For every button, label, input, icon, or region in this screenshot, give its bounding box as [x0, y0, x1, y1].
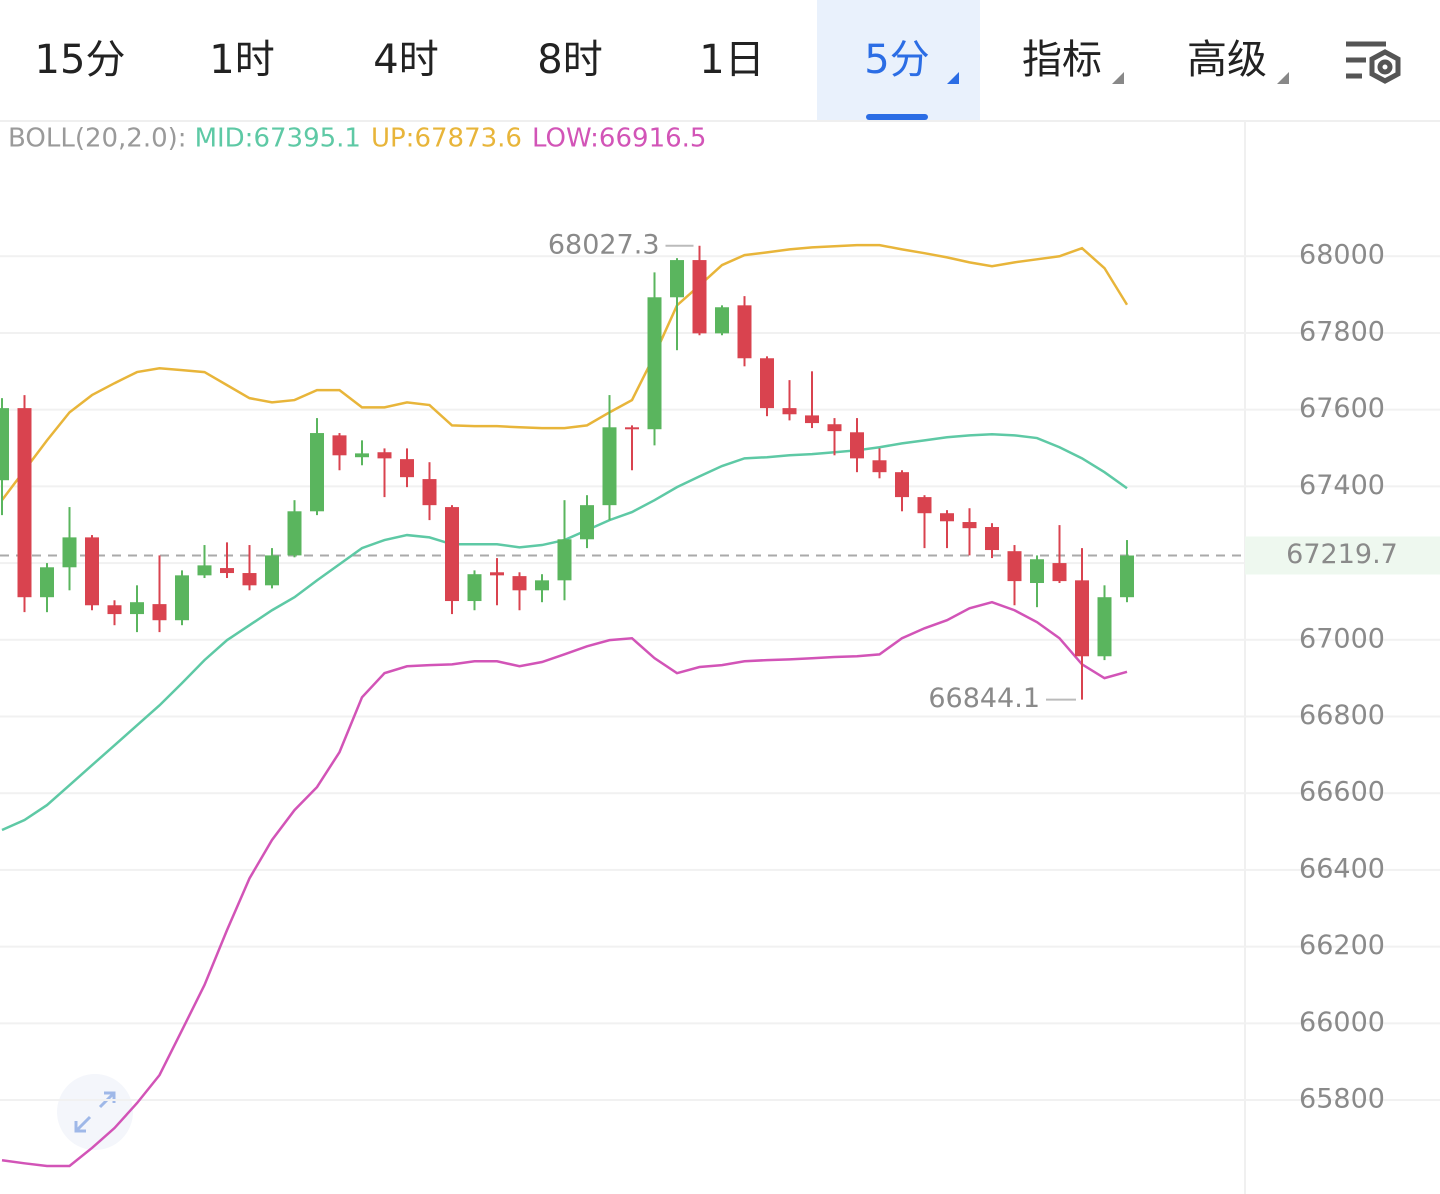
y-tick-label: 66800	[1299, 700, 1385, 731]
y-tick-label: 66200	[1299, 930, 1385, 961]
candle-body	[445, 507, 459, 602]
y-tick-label: 67000	[1299, 623, 1385, 654]
candle-body	[692, 260, 707, 334]
expand-button[interactable]	[57, 1074, 133, 1150]
y-tick-label: 66600	[1299, 777, 1385, 808]
tab[interactable]: 15分	[35, 37, 126, 83]
candle-body	[580, 505, 594, 540]
band-line	[1, 600, 1128, 1168]
candle-body	[422, 479, 437, 506]
candle-body	[220, 568, 234, 574]
candle-body	[827, 424, 842, 432]
candle-body	[17, 408, 32, 598]
legend-entry: LOW:66916.5	[532, 124, 706, 154]
candle-body	[377, 452, 392, 459]
tab[interactable]: 1时	[209, 37, 274, 83]
candle-body	[962, 522, 977, 529]
tab[interactable]: 高级	[1187, 37, 1267, 83]
candle-body	[332, 435, 347, 456]
tab[interactable]: 5分	[864, 37, 929, 83]
candle-body	[760, 358, 774, 409]
y-tick-label: 67600	[1299, 393, 1385, 424]
tab[interactable]: 1日	[699, 37, 764, 83]
candle-body	[287, 511, 302, 556]
y-tick-label: 66400	[1299, 853, 1385, 884]
candle-body	[490, 572, 504, 576]
candle-body	[265, 555, 279, 586]
candle-body	[1120, 555, 1134, 598]
candle-body	[197, 565, 212, 576]
candle-body	[130, 602, 144, 615]
y-tick-label: 68000	[1299, 240, 1385, 271]
candle-body	[917, 497, 932, 514]
candle-body	[1097, 597, 1112, 657]
candle-body	[40, 567, 54, 598]
candle-body	[0, 408, 9, 481]
candle-body	[850, 432, 864, 459]
settings-icon[interactable]	[1346, 41, 1401, 84]
candle-body	[670, 260, 684, 298]
candle-body	[310, 433, 324, 512]
candle-body	[242, 573, 257, 586]
dropdown-caret	[1277, 72, 1289, 84]
candle-body	[647, 297, 662, 430]
candle-body	[872, 460, 887, 473]
indicator-name: BOLL(20,2.0):	[8, 124, 187, 154]
current-price-label: 67219.7	[1286, 539, 1398, 570]
candle-body	[602, 427, 617, 506]
candle-body	[467, 574, 482, 602]
active-tab-indicator	[866, 114, 928, 120]
candle-body	[62, 537, 77, 568]
min-label: 66844.1	[928, 683, 1040, 714]
tab[interactable]: 4时	[373, 37, 438, 83]
tab[interactable]: 指标	[1022, 37, 1102, 83]
candle-body	[1007, 551, 1022, 582]
candle-body	[85, 537, 99, 606]
band-line	[1, 243, 1129, 501]
dropdown-caret	[947, 72, 959, 84]
dropdown-caret	[1112, 72, 1124, 84]
candle-body	[535, 580, 549, 591]
candle-body	[782, 408, 797, 415]
expand-bg	[57, 1074, 133, 1150]
legend-entry: UP:67873.6	[371, 124, 522, 154]
candle-body	[985, 527, 999, 551]
candle-body	[1052, 563, 1067, 582]
icon-gear	[1369, 49, 1401, 84]
candle-body	[737, 305, 752, 359]
candle-body	[715, 307, 729, 334]
y-tick-label: 67400	[1299, 470, 1385, 501]
candle-body	[107, 605, 122, 615]
active-tab-background	[817, 0, 980, 120]
tab[interactable]: 8时	[537, 37, 602, 83]
candle-body	[355, 453, 369, 458]
y-tick-label: 66000	[1299, 1007, 1385, 1038]
candle-body	[400, 459, 414, 478]
candle-body	[895, 472, 909, 498]
legend-entry: MID:67395.1	[195, 124, 361, 154]
candle-body	[175, 575, 189, 621]
candle-body	[557, 539, 572, 581]
icon-gear-hole	[1377, 59, 1393, 75]
y-tick-label: 65800	[1299, 1084, 1385, 1115]
y-tick-label: 67800	[1299, 316, 1385, 347]
candle-body	[805, 415, 819, 424]
current-price-bg	[1245, 536, 1440, 575]
candle-body	[940, 513, 954, 522]
max-label: 68027.3	[548, 229, 660, 260]
candle-body	[1075, 580, 1089, 657]
candle-body	[512, 576, 527, 591]
candle-body	[625, 427, 639, 430]
candle-body	[152, 604, 167, 621]
candle-body	[1030, 559, 1044, 584]
